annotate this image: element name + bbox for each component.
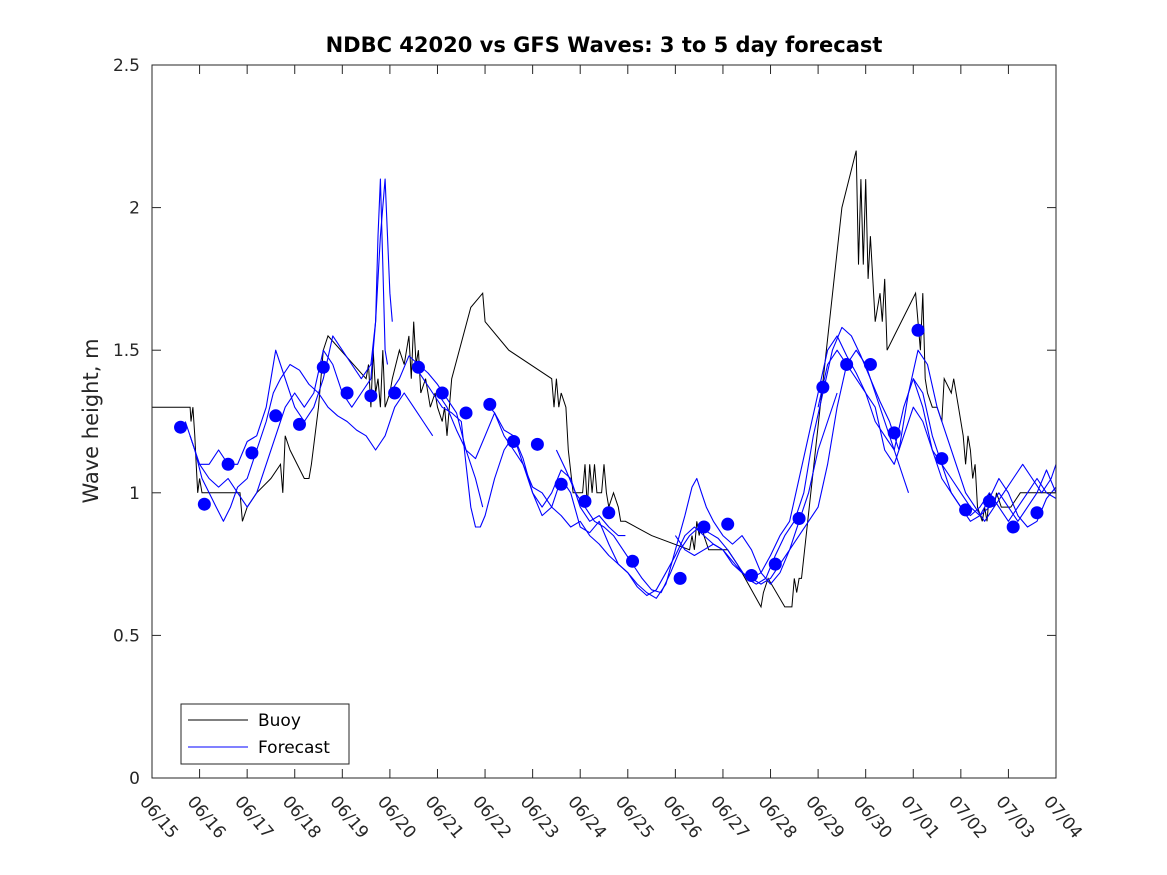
forecast-marker — [935, 452, 949, 466]
legend: Buoy Forecast — [180, 703, 350, 765]
forecast-marker — [744, 569, 758, 583]
y-tick-label: 0 — [129, 769, 140, 789]
forecast-marker — [721, 517, 735, 531]
forecast-line-3 — [389, 355, 484, 508]
forecast-marker — [792, 511, 806, 525]
forecast-marker — [697, 520, 711, 534]
y-axis-label: Wave height, m — [79, 338, 103, 503]
legend-box — [180, 703, 350, 765]
forecast-marker — [388, 386, 402, 400]
forecast-marker — [245, 446, 259, 460]
forecast-marker — [530, 437, 544, 451]
forecast-marker — [269, 409, 283, 423]
forecast-line-0 — [184, 363, 434, 522]
forecast-marker — [1006, 520, 1020, 534]
y-tick-label: 2 — [129, 199, 140, 219]
forecast-marker — [340, 386, 354, 400]
y-tick-label: 2.5 — [113, 56, 140, 76]
forecast-marker — [554, 477, 568, 491]
forecast-marker — [174, 420, 188, 434]
y-tick-label: 0.5 — [113, 626, 140, 646]
forecast-marker — [816, 380, 830, 394]
forecast-marker — [459, 406, 473, 420]
forecast-line-2 — [199, 178, 393, 465]
forecast-marker — [483, 397, 497, 411]
forecast-marker — [959, 503, 973, 517]
forecast-marker — [602, 506, 616, 520]
plot-frame — [151, 64, 1057, 779]
forecast-line-1 — [189, 178, 389, 508]
forecast-marker — [626, 554, 640, 568]
legend-forecast-label: Forecast — [258, 738, 330, 758]
forecast-line-7 — [555, 326, 1057, 594]
forecast-marker — [1030, 506, 1044, 520]
forecast-marker — [673, 571, 687, 585]
forecast-marker — [863, 357, 877, 371]
plot-area — [152, 65, 1056, 778]
forecast-marker — [887, 426, 901, 440]
forecast-marker — [768, 557, 782, 571]
forecast-marker — [364, 389, 378, 403]
forecast-marker — [221, 457, 235, 471]
forecast-marker — [911, 323, 925, 337]
forecast-marker — [982, 494, 996, 508]
forecast-marker — [292, 417, 306, 431]
forecast-marker — [507, 434, 521, 448]
forecast-marker — [197, 497, 211, 511]
series-layer — [152, 150, 1057, 609]
forecast-marker — [316, 360, 330, 374]
forecast-marker — [840, 357, 854, 371]
forecast-marker — [435, 386, 449, 400]
forecast-marker — [411, 360, 425, 374]
legend-buoy-label: Buoy — [258, 711, 301, 731]
y-tick-label: 1.5 — [113, 341, 140, 361]
chart-title: NDBC 42020 vs GFS Waves: 3 to 5 day fore… — [326, 33, 883, 57]
y-tick-label: 1 — [129, 484, 140, 504]
forecast-marker — [578, 494, 592, 508]
